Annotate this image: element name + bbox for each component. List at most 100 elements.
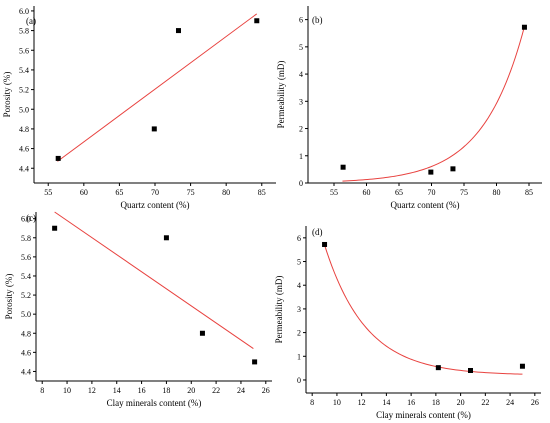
y-tick-label-a: 5.2: [19, 86, 29, 95]
x-tick-label-d: 22: [481, 398, 489, 407]
x-tick-label-d: 24: [506, 398, 514, 407]
data-point-c: [199, 330, 205, 336]
y-tick-label-c: 5.4: [21, 272, 31, 281]
x-tick-label-a: 60: [80, 188, 88, 197]
fit-line-a: [57, 13, 258, 162]
x-tick-label-a: 65: [115, 188, 123, 197]
data-point-b: [340, 164, 346, 170]
x-tick-label-c: 24: [237, 386, 245, 395]
x-tick-label-a: 80: [222, 188, 230, 197]
x-axis-label-d: Clay minerals content (%): [376, 410, 471, 420]
y-tick-label-c: 5.2: [21, 291, 31, 300]
x-tick-label-d: 18: [432, 398, 440, 407]
panel-c: (c) 8 10 12 14 16 18 20 22 24 26 4.4 4.6 4.8 5.0 5.2 5.…: [4, 211, 272, 408]
x-axis-label-c: Clay minerals content (%): [107, 398, 202, 408]
x-tick-label-b: 60: [363, 188, 371, 197]
data-point-a: [55, 155, 61, 161]
y-tick-label-d: 6: [297, 234, 301, 243]
y-tick-label-d: 5: [297, 258, 301, 267]
x-tick-label-c: 10: [63, 386, 71, 395]
y-tick-label-c: 4.6: [21, 348, 31, 357]
y-tick-label-a: 5.8: [19, 27, 29, 36]
y-tick-label-a: 4.6: [19, 145, 29, 154]
x-axis-label-a: Quartz content (%): [121, 200, 190, 210]
x-tick-label-d: 16: [407, 398, 415, 407]
data-point-c: [163, 235, 169, 241]
panel-b: (b) 55 60 65 70 75 80 85 0 1 2 3 4 5 6 Quartz content …: [276, 6, 542, 210]
y-axis-label-b: Permeability (mD): [276, 61, 286, 129]
y-tick-label-b: 4: [299, 70, 303, 79]
data-point-b: [521, 24, 527, 30]
x-tick-label-c: 8: [40, 386, 44, 395]
y-axis-label-d: Permeability (mD): [274, 276, 284, 344]
y-axis-label-c: Porosity (%): [4, 274, 14, 320]
x-tick-label-d: 12: [358, 398, 366, 407]
x-tick-label-c: 22: [212, 386, 220, 395]
y-axis-label-a: Porosity (%): [2, 72, 12, 118]
y-tick-label-c: 4.8: [21, 329, 31, 338]
x-tick-label-b: 75: [460, 188, 468, 197]
y-tick-label-b: 1: [299, 152, 303, 161]
fit-line-c: [54, 211, 254, 349]
y-tick-label-b: 0: [299, 179, 303, 188]
x-tick-label-d: 8: [310, 398, 314, 407]
data-point-c: [52, 225, 58, 231]
x-tick-label-c: 14: [113, 386, 121, 395]
y-tick-label-b: 5: [299, 43, 303, 52]
y-tick-label-d: 2: [297, 329, 301, 338]
data-point-b: [450, 166, 456, 172]
x-tick-label-a: 75: [187, 188, 195, 197]
data-point-a: [151, 126, 157, 132]
data-point-b: [428, 169, 434, 175]
fit-line-b: [342, 26, 525, 182]
y-tick-label-d: 4: [297, 281, 301, 290]
x-tick-label-d: 26: [531, 398, 539, 407]
panel-a: (a) 55 60 65 70 75 80 85 4.4 4.6 4.8 5.0 5.2 5.4 5.6 5…: [2, 6, 276, 210]
y-tick-label-a: 5.6: [19, 46, 29, 55]
data-point-d: [468, 367, 473, 373]
y-tick-label-b: 2: [299, 125, 303, 134]
y-tick-label-a: 4.4: [19, 164, 29, 173]
y-tick-label-c: 5.8: [21, 234, 31, 243]
x-tick-label-a: 85: [258, 188, 266, 197]
y-tick-label-c: 6.0: [21, 215, 31, 224]
x-tick-label-a: 55: [44, 188, 52, 197]
x-tick-label-b: 55: [330, 188, 338, 197]
data-point-d: [322, 241, 328, 247]
panel-tag-d: (d): [312, 227, 323, 237]
x-axis-label-b: Quartz content (%): [391, 200, 460, 210]
data-point-c: [252, 359, 258, 365]
x-tick-label-c: 26: [262, 386, 270, 395]
x-tick-label-d: 10: [333, 398, 341, 407]
data-point-a: [254, 18, 260, 24]
y-tick-label-c: 5.6: [21, 253, 31, 262]
y-tick-label-d: 3: [297, 305, 301, 314]
y-tick-label-d: 1: [297, 352, 301, 361]
x-tick-label-b: 85: [525, 188, 533, 197]
y-tick-label-a: 4.8: [19, 125, 29, 134]
panel-tag-b: (b): [312, 15, 323, 25]
panel-tag-a: (a): [26, 16, 36, 26]
x-tick-label-c: 18: [162, 386, 170, 395]
x-tick-label-b: 70: [428, 188, 436, 197]
x-tick-label-c: 20: [187, 386, 195, 395]
x-tick-label-d: 20: [457, 398, 465, 407]
y-tick-label-c: 5.0: [21, 310, 31, 319]
data-point-a: [175, 28, 181, 34]
x-tick-label-b: 80: [493, 188, 501, 197]
panel-tag-c: (c): [26, 213, 36, 223]
x-tick-label-d: 14: [382, 398, 390, 407]
y-tick-label-a: 5.0: [19, 105, 29, 114]
y-tick-label-d: 0: [297, 376, 301, 385]
x-tick-label-c: 16: [138, 386, 146, 395]
y-tick-label-b: 3: [299, 97, 303, 106]
fit-line-d: [324, 244, 523, 375]
y-tick-label-b: 6: [299, 16, 303, 25]
y-tick-label-a: 6.0: [19, 7, 29, 16]
x-tick-label-c: 12: [88, 386, 96, 395]
x-tick-label-b: 65: [395, 188, 403, 197]
x-tick-label-a: 70: [151, 188, 159, 197]
data-point-d: [519, 363, 525, 369]
